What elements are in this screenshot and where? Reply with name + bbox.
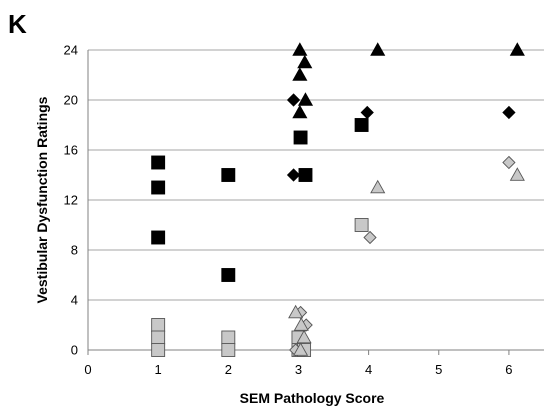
gray-square-point	[221, 343, 236, 357]
black-square-point	[221, 268, 236, 282]
gray-triangle-point	[370, 179, 386, 194]
black-diamond-point	[286, 168, 301, 182]
gray-triangle-point	[296, 329, 312, 344]
y-tick-label-16: 16	[64, 143, 78, 158]
panel-label: K	[8, 9, 27, 39]
gray-triangle-point	[288, 304, 304, 319]
gray-square-point	[151, 330, 166, 345]
gray-square-point	[151, 343, 166, 357]
black-square-point	[151, 230, 166, 245]
y-tick-label-8: 8	[71, 243, 78, 258]
gray-square-point	[151, 318, 166, 332]
x-tick-label-2: 2	[225, 362, 232, 377]
black-diamond-point	[286, 93, 301, 107]
x-axis-title: SEM Pathology Score	[240, 390, 385, 406]
x-tick-label-6: 6	[505, 362, 512, 377]
black-triangle-point	[292, 67, 308, 81]
black-triangle-point	[509, 42, 525, 56]
y-tick-label-4: 4	[71, 293, 78, 308]
gray-square-point	[354, 218, 369, 232]
x-tick-label-0: 0	[84, 362, 91, 377]
black-triangle-point	[292, 104, 308, 119]
y-tick-label-24: 24	[64, 43, 78, 58]
gray-diamond-point	[363, 230, 377, 245]
x-tick-label-4: 4	[365, 362, 372, 377]
black-square-point	[354, 118, 369, 132]
x-tick-label-1: 1	[155, 362, 162, 377]
y-axis-title: Vestibular Dysfunction Ratings	[34, 96, 50, 303]
axes	[87, 50, 544, 355]
x-tick-label-5: 5	[435, 362, 442, 377]
black-triangle-point	[370, 42, 386, 56]
black-diamond-point	[360, 105, 374, 120]
black-triangle-point	[292, 42, 308, 56]
black-square-point	[221, 168, 236, 182]
y-tick-label-20: 20	[64, 93, 78, 108]
black-square-point	[151, 180, 166, 195]
black-triangle-point	[297, 92, 314, 106]
black-triangle-point	[297, 54, 313, 69]
black-square-point	[293, 130, 308, 145]
black-square-point	[298, 168, 313, 182]
x-tick-label-3: 3	[295, 362, 302, 377]
gray-triangle-point	[509, 167, 525, 181]
gray-diamond-point	[502, 155, 516, 170]
gray-square-point	[221, 330, 236, 345]
y-tick-label-0: 0	[71, 343, 78, 358]
y-tick-label-12: 12	[64, 193, 78, 208]
gray-triangle-point	[293, 317, 309, 331]
gridlines	[88, 49, 544, 301]
data-points	[151, 42, 525, 357]
black-diamond-point	[502, 105, 516, 120]
black-square-point	[151, 155, 166, 170]
gray-triangle-point	[292, 342, 309, 356]
